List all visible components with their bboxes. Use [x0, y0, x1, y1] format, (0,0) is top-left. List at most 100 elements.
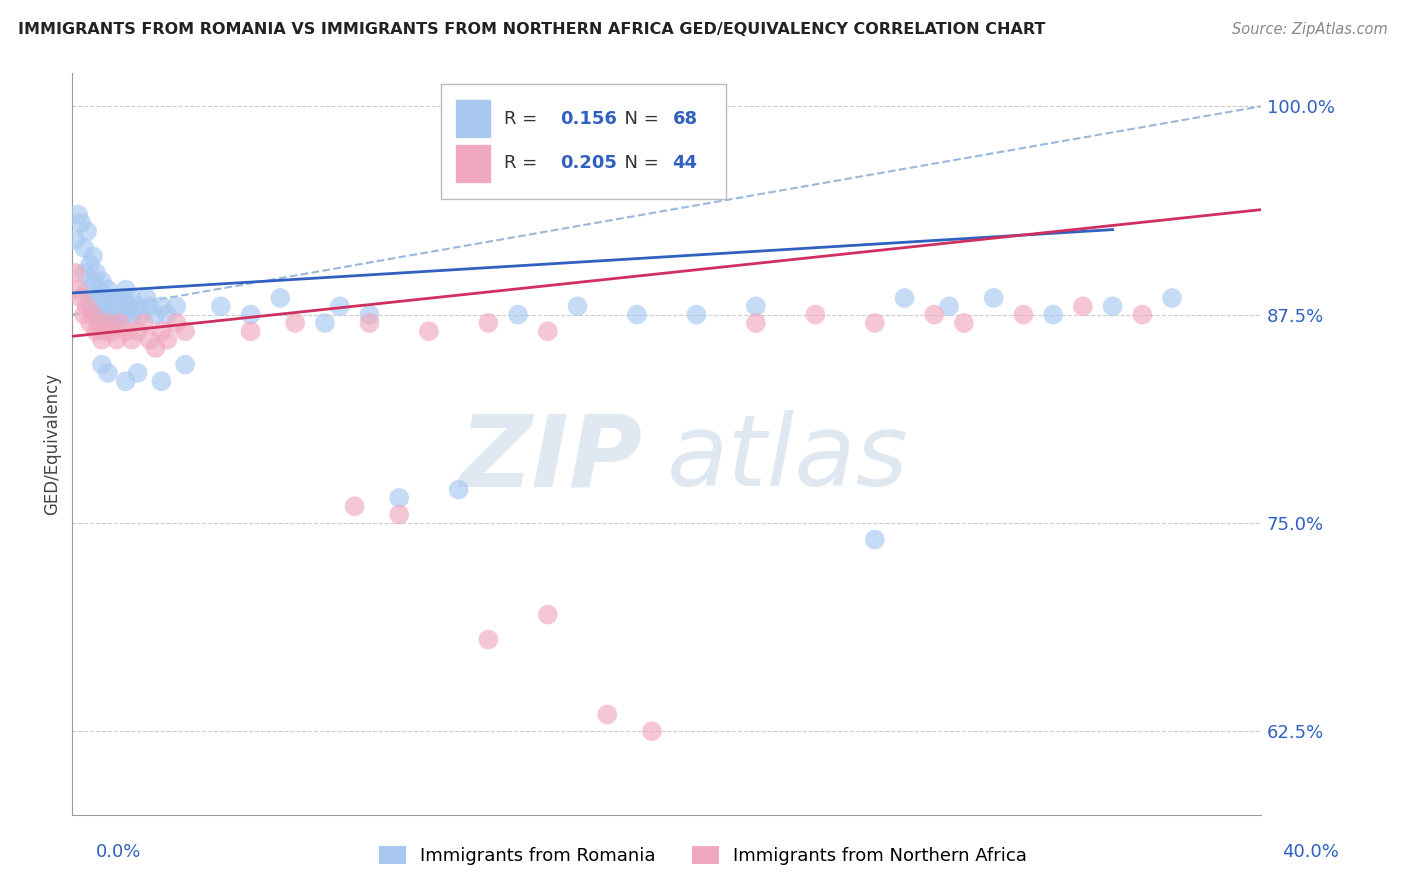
Point [209, 299, 232, 313]
Point [893, 291, 915, 305]
Point [70, 216, 93, 230]
Point [359, 316, 381, 330]
Point [150, 299, 173, 313]
Point [91, 291, 114, 305]
Point [127, 299, 149, 313]
Point [626, 308, 648, 322]
Point [477, 316, 499, 330]
Point [269, 291, 291, 305]
Point [97, 316, 120, 330]
Point [79, 316, 101, 330]
Point [567, 299, 589, 313]
Point [94, 299, 117, 313]
Bar [457, 145, 489, 182]
Point [105, 316, 128, 330]
Point [156, 333, 179, 347]
Point [1042, 308, 1064, 322]
Point [91, 358, 114, 372]
Point [108, 316, 131, 330]
Point [63, 233, 86, 247]
Point [922, 308, 945, 322]
Point [174, 358, 197, 372]
Point [108, 308, 131, 322]
Point [138, 333, 160, 347]
Point [94, 324, 117, 338]
Text: 44: 44 [672, 154, 697, 172]
Point [343, 500, 366, 514]
Point [79, 299, 101, 313]
Point [314, 316, 336, 330]
Point [129, 308, 152, 322]
Text: R =: R = [503, 154, 543, 172]
Point [105, 291, 128, 305]
Point [97, 366, 120, 380]
Text: 68: 68 [672, 110, 697, 128]
Point [150, 374, 173, 388]
Point [76, 283, 98, 297]
Point [118, 299, 141, 313]
Point [100, 291, 122, 305]
Point [82, 308, 104, 322]
Point [165, 316, 187, 330]
Point [156, 308, 179, 322]
Point [127, 324, 149, 338]
Point [73, 308, 96, 322]
Point [145, 341, 167, 355]
Point [537, 607, 560, 622]
Point [174, 324, 197, 338]
Point [388, 508, 411, 522]
Point [804, 308, 827, 322]
Text: atlas: atlas [666, 410, 908, 507]
Point [447, 483, 470, 497]
Point [537, 324, 560, 338]
Y-axis label: GED/Equivalency: GED/Equivalency [44, 373, 60, 515]
Point [87, 283, 110, 297]
Point [641, 724, 664, 739]
Point [745, 299, 768, 313]
Text: Source: ZipAtlas.com: Source: ZipAtlas.com [1232, 22, 1388, 37]
Point [91, 274, 114, 288]
Point [70, 291, 93, 305]
Point [67, 208, 90, 222]
Point [91, 333, 114, 347]
Point [84, 291, 107, 305]
Point [239, 308, 262, 322]
Text: 0.156: 0.156 [560, 110, 617, 128]
Text: 40.0%: 40.0% [1282, 843, 1339, 861]
Point [135, 291, 157, 305]
Point [100, 316, 122, 330]
Point [84, 266, 107, 280]
Point [114, 324, 136, 338]
Point [87, 308, 110, 322]
Point [745, 316, 768, 330]
Point [388, 491, 411, 505]
Point [863, 533, 886, 547]
Point [1012, 308, 1035, 322]
Point [84, 324, 107, 338]
Point [76, 224, 98, 238]
Point [100, 324, 122, 338]
Bar [457, 101, 489, 137]
Point [685, 308, 707, 322]
Point [863, 316, 886, 330]
Point [121, 291, 143, 305]
Point [79, 258, 101, 272]
Legend: Immigrants from Romania, Immigrants from Northern Africa: Immigrants from Romania, Immigrants from… [371, 838, 1035, 872]
Point [87, 316, 110, 330]
Point [127, 366, 149, 380]
Point [121, 333, 143, 347]
Point [97, 308, 120, 322]
Point [329, 299, 352, 313]
Point [150, 324, 173, 338]
Point [145, 308, 167, 322]
Text: 0.205: 0.205 [560, 154, 617, 172]
Point [138, 299, 160, 313]
Text: N =: N = [613, 154, 665, 172]
Point [114, 374, 136, 388]
Text: N =: N = [613, 110, 665, 128]
Point [73, 266, 96, 280]
Point [284, 316, 307, 330]
Point [1161, 291, 1184, 305]
Point [1071, 299, 1094, 313]
Point [1101, 299, 1123, 313]
